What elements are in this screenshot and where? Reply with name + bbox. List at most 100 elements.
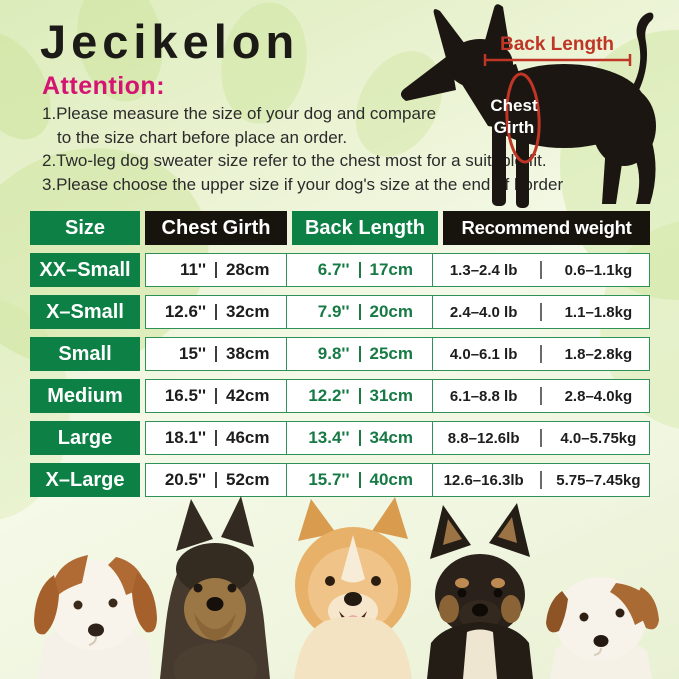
dog-photo-yorkie [160, 496, 270, 679]
divider [215, 472, 217, 488]
weight-lb: 1.3–2.4 lb [449, 261, 518, 279]
size-table-header: Size Chest Girth Back Length Recommend w… [30, 211, 650, 245]
weight-kg: 1.1–1.8kg [564, 303, 633, 321]
back-length-cell: 15.7'' 40cm [286, 464, 433, 496]
dog-measurement-diagram: Back Length Chest Girth [400, 4, 656, 208]
chest-inches: 20.5'' [164, 470, 206, 489]
back-cm: 25cm [369, 344, 413, 363]
attention-heading: Attention: [42, 72, 166, 100]
divider [540, 345, 542, 363]
weight-lb: 6.1–8.8 lb [449, 387, 518, 405]
divider [358, 430, 361, 446]
attention-item-1: 1.Please measure the size of your dog an… [42, 104, 437, 123]
table-row: X–Large 20.5'' 52cm 15.7'' 40cm 12.6–16.3l… [30, 463, 650, 497]
size-table: Size Chest Girth Back Length Recommend w… [30, 211, 650, 505]
weight-kg: 5.75–7.45kg [556, 471, 641, 489]
row-data: 15'' 38cm 9.8'' 25cm 4.0–6.1 lb 1.8–2.8kg [145, 337, 650, 371]
divider [358, 304, 361, 320]
back-cm: 20cm [369, 302, 413, 321]
row-data: 20.5'' 52cm 15.7'' 40cm 12.6–16.3lb 5.75–7.… [145, 463, 650, 497]
back-length-cell: 12.2'' 31cm [286, 380, 433, 412]
dog-photo-terrier [546, 577, 659, 679]
attention-item-3: 3.Please choose the upper size if your d… [42, 174, 564, 194]
header-chest-girth: Chest Girth [145, 211, 287, 245]
weight-kg: 2.8–4.0kg [564, 387, 633, 405]
row-data: 11'' 28cm 6.7'' 17cm 1.3–2.4 lb 0.6–1.1kg [145, 253, 650, 287]
back-cm: 17cm [369, 260, 413, 279]
chest-inches: 16.5'' [164, 386, 206, 405]
divider [215, 430, 217, 446]
size-label: X–Small [30, 295, 140, 329]
chest-girth-ellipse [505, 72, 541, 164]
chest-inches: 15'' [179, 344, 206, 363]
table-row: X–Small 12.6'' 32cm 7.9'' 20cm 2.4–4.0 lb 1… [30, 295, 650, 329]
chest-inches: 18.1'' [164, 428, 206, 447]
back-length-label: Back Length [500, 34, 614, 55]
chest-cm: 42cm [226, 386, 270, 405]
size-label: X–Large [30, 463, 140, 497]
dog-photo-pomeranian [294, 497, 412, 679]
divider [540, 303, 542, 321]
header-size: Size [30, 211, 140, 245]
weight-lb: 4.0–6.1 lb [449, 345, 518, 363]
back-inches: 6.7'' [317, 260, 350, 279]
weight-cell: 12.6–16.3lb 5.75–7.45kg [433, 464, 649, 496]
chest-cm: 52cm [226, 470, 270, 489]
weight-lb: 8.8–12.6lb [447, 429, 520, 447]
chest-girth-label-line1: Chest [490, 96, 538, 115]
back-length-cell: 7.9'' 20cm [286, 296, 433, 328]
back-cm: 40cm [369, 470, 413, 489]
chest-girth-label-line2: Girth [494, 118, 535, 137]
row-data: 12.6'' 32cm 7.9'' 20cm 2.4–4.0 lb 1.1–1.8kg [145, 295, 650, 329]
weight-cell: 6.1–8.8 lb 2.8–4.0kg [433, 380, 649, 412]
divider [358, 388, 361, 404]
chest-inches: 11'' [179, 260, 206, 279]
dog-photo-puppy [34, 555, 157, 679]
chest-cm: 28cm [226, 260, 270, 279]
back-inches: 12.2'' [308, 386, 350, 405]
divider [540, 387, 542, 405]
header-back-length: Back Length [292, 211, 438, 245]
chest-girth-cell: 18.1'' 46cm [146, 422, 286, 454]
weight-lb: 2.4–4.0 lb [449, 303, 518, 321]
back-inches: 9.8'' [317, 344, 350, 363]
table-row: XX–Small 11'' 28cm 6.7'' 17cm 1.3–2.4 lb 0.… [30, 253, 650, 287]
dogs-photo-strip [34, 496, 659, 679]
chest-girth-cell: 20.5'' 52cm [146, 464, 286, 496]
divider [540, 471, 542, 489]
chest-cm: 38cm [226, 344, 270, 363]
chest-girth-cell: 12.6'' 32cm [146, 296, 286, 328]
weight-cell: 1.3–2.4 lb 0.6–1.1kg [433, 254, 649, 286]
back-length-cell: 6.7'' 17cm [286, 254, 433, 286]
weight-kg: 0.6–1.1kg [564, 261, 633, 279]
dog-silhouette-icon [400, 4, 656, 208]
back-inches: 15.7'' [308, 470, 350, 489]
size-label: Medium [30, 379, 140, 413]
weight-cell: 8.8–12.6lb 4.0–5.75kg [433, 422, 649, 454]
weight-cell: 4.0–6.1 lb 1.8–2.8kg [433, 338, 649, 370]
chest-inches: 12.6'' [164, 302, 206, 321]
size-label: Large [30, 421, 140, 455]
weight-kg: 1.8–2.8kg [564, 345, 633, 363]
attention-list: 1.Please measure the size of your dog an… [42, 102, 564, 196]
table-row: Medium 16.5'' 42cm 12.2'' 31cm 6.1–8.8 lb 2… [30, 379, 650, 413]
size-label: Small [30, 337, 140, 371]
divider [215, 388, 217, 404]
back-length-measure [483, 54, 632, 66]
back-cm: 31cm [369, 386, 413, 405]
divider [358, 262, 361, 278]
weight-lb: 12.6–16.3lb [443, 471, 524, 489]
divider [540, 429, 542, 447]
divider [215, 304, 217, 320]
chest-cm: 32cm [226, 302, 270, 321]
divider [358, 472, 361, 488]
back-inches: 7.9'' [317, 302, 350, 321]
header-recommend-weight: Recommend weight [443, 211, 650, 245]
row-data: 18.1'' 46cm 13.4'' 34cm 8.8–12.6lb 4.0–5.75… [145, 421, 650, 455]
chest-girth-cell: 15'' 38cm [146, 338, 286, 370]
chest-cm: 46cm [226, 428, 270, 447]
table-row: Small 15'' 38cm 9.8'' 25cm 4.0–6.1 lb 1.8–2… [30, 337, 650, 371]
back-length-cell: 13.4'' 34cm [286, 422, 433, 454]
divider [540, 261, 542, 279]
